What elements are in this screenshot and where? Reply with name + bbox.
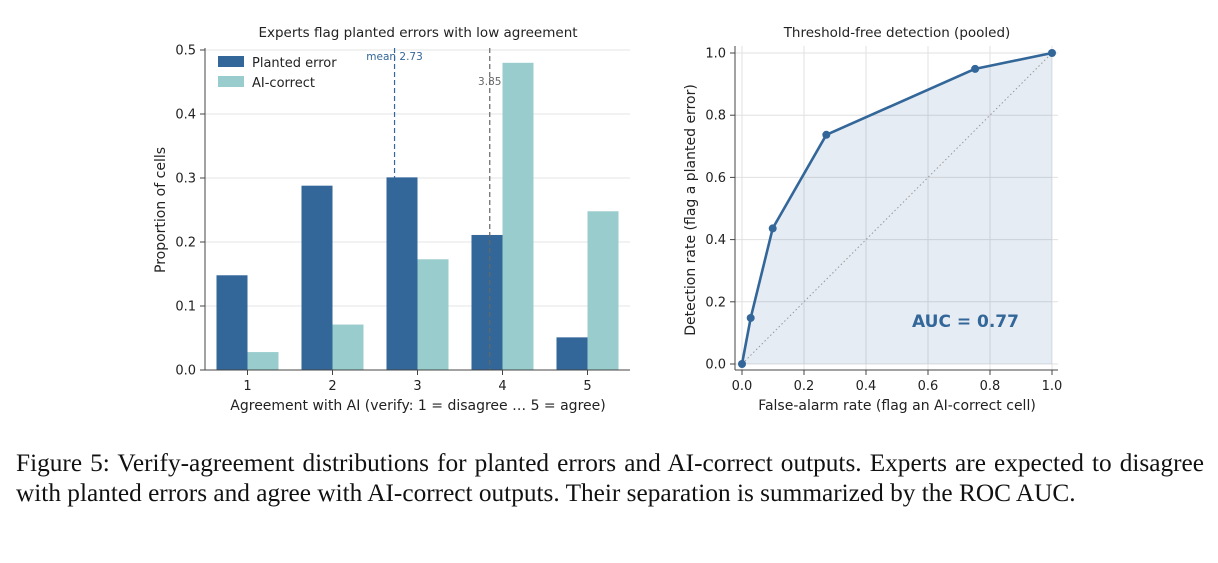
- roc-curve: [740, 51, 1053, 365]
- mean-label: 3.85: [478, 76, 501, 88]
- bar-planted-error: [386, 177, 418, 370]
- mean-label: mean 2.73: [366, 51, 423, 63]
- legend-label-ai-correct: AI-correct: [252, 76, 315, 91]
- figure-caption: Figure 5: Verify-agreement distributions…: [16, 449, 1204, 507]
- legend-swatch-planted: [218, 56, 244, 67]
- roc-point: [746, 313, 755, 322]
- roc-chart-title: Threshold-free detection (pooled): [783, 25, 1011, 41]
- roc-y-axis-label: Detection rate (flag a planted error): [683, 84, 699, 336]
- roc-x-tick-label: 0.8: [980, 379, 1001, 394]
- roc-y-tick-label: 0.2: [705, 295, 726, 310]
- bar-planted-error: [471, 234, 503, 370]
- roc-point: [738, 360, 746, 368]
- bar-y-tick-label: 0.2: [175, 236, 196, 251]
- bar-x-axis-label: Agreement with AI (verify: 1 = disagree …: [230, 398, 605, 414]
- bar-x-tick-label: 1: [243, 379, 251, 394]
- bar-ai-correct: [587, 211, 619, 370]
- bar-x-tick-label: 3: [413, 379, 421, 394]
- bar-y-tick-label: 0.5: [175, 44, 196, 59]
- bar-planted-error: [216, 275, 248, 370]
- roc-x-tick-label: 0.4: [856, 379, 877, 394]
- roc-y-tick-label: 0.0: [705, 358, 726, 373]
- bar-y-tick-label: 0.4: [175, 108, 196, 123]
- roc-x-tick-label: 1.0: [1042, 379, 1063, 394]
- bar-ai-correct: [332, 324, 364, 370]
- roc-x-axis-label: False-alarm rate (flag an AI-correct cel…: [758, 398, 1036, 414]
- roc-point: [768, 224, 777, 233]
- legend-swatch-ai-correct: [218, 76, 244, 87]
- bar-legend: Planted error AI-correct: [218, 56, 337, 91]
- legend-label-planted: Planted error: [252, 56, 337, 71]
- auc-annotation: AUC = 0.77: [912, 312, 1019, 332]
- roc-y-tick-label: 0.4: [705, 233, 726, 248]
- bar-ai-correct: [502, 62, 534, 371]
- bar-chart-title: Experts flag planted errors with low agr…: [258, 25, 577, 41]
- roc-y-tick-label: 1.0: [705, 47, 726, 62]
- bar-x-tick-label: 4: [498, 379, 506, 394]
- roc-chart: Threshold-free detection (pooled) 0.0 0.2…: [683, 25, 1062, 414]
- bar-chart: Experts flag planted errors with low agr…: [153, 25, 630, 414]
- roc-y-tick-label: 0.6: [705, 171, 726, 186]
- bar-planted-error: [556, 337, 588, 370]
- bar-ai-correct: [417, 259, 449, 370]
- roc-x-tick-label: 0.6: [918, 379, 939, 394]
- bar-y-axis-label: Proportion of cells: [153, 147, 169, 273]
- roc-diagonal: [741, 52, 1053, 365]
- bar-y-tick-label: 0.1: [175, 300, 196, 315]
- bar-y-tick-label: 0.3: [175, 172, 196, 187]
- roc-y-tick-label: 0.8: [705, 109, 726, 124]
- roc-point: [822, 130, 831, 139]
- bar-x-tick-label: 2: [328, 379, 336, 394]
- bar-planted-error: [301, 185, 333, 370]
- bar-y-tick-label: 0.0: [175, 364, 196, 379]
- roc-point: [971, 64, 980, 73]
- roc-x-tick-label: 0.0: [732, 379, 753, 394]
- bar-ai-correct: [247, 352, 279, 370]
- figure: Experts flag planted errors with low agr…: [153, 25, 1062, 414]
- bar-x-tick-label: 5: [583, 379, 591, 394]
- roc-point: [1048, 49, 1056, 57]
- roc-x-tick-label: 0.2: [794, 379, 815, 394]
